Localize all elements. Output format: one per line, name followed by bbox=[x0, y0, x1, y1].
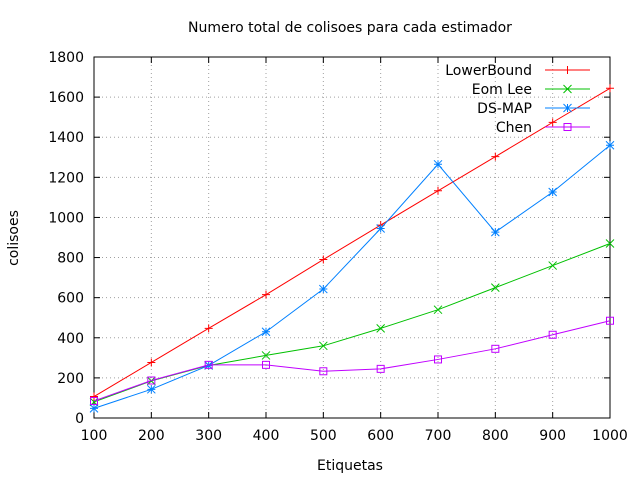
x-tick-label: 200 bbox=[138, 428, 165, 444]
y-axis-ticks: 0 200 400 600 800 1000 1200 1400 1600 1800 bbox=[48, 50, 610, 427]
y-tick-label: 800 bbox=[57, 251, 84, 267]
data-point bbox=[548, 118, 557, 127]
data-point bbox=[376, 323, 386, 333]
y-tick-label: 1800 bbox=[48, 50, 84, 66]
data-point bbox=[147, 376, 156, 385]
data-point bbox=[318, 284, 328, 294]
data-point bbox=[605, 239, 615, 248]
y-tick-label: 400 bbox=[57, 331, 84, 347]
x-axis-label: Etiquetas bbox=[317, 458, 383, 474]
y-tick-label: 1400 bbox=[48, 130, 84, 146]
data-point bbox=[605, 140, 615, 150]
data-point bbox=[90, 392, 98, 401]
data-point bbox=[204, 324, 213, 333]
data-point bbox=[491, 344, 500, 353]
series-chen bbox=[90, 316, 614, 405]
x-tick-label: 100 bbox=[81, 428, 108, 444]
data-point bbox=[548, 261, 558, 270]
x-tick-label: 500 bbox=[310, 428, 337, 444]
y-axis-label: colisoes bbox=[6, 210, 22, 266]
x-tick-label: 700 bbox=[425, 428, 452, 444]
legend-marker bbox=[563, 103, 572, 113]
series-lowerbound bbox=[90, 84, 614, 401]
plot-border bbox=[93, 56, 611, 419]
legend-entry: LowerBound bbox=[445, 63, 590, 79]
data-point bbox=[606, 84, 614, 93]
data-point bbox=[434, 186, 442, 195]
x-tick-label: 800 bbox=[482, 428, 509, 444]
data-point bbox=[262, 360, 270, 369]
data-point bbox=[490, 283, 500, 292]
grid bbox=[94, 57, 610, 418]
x-tick-label: 300 bbox=[195, 428, 222, 444]
data-series bbox=[89, 84, 615, 413]
data-point bbox=[606, 316, 614, 325]
data-point bbox=[434, 355, 442, 364]
legend-entry: Eom Lee bbox=[472, 82, 590, 98]
legend-label: LowerBound bbox=[445, 63, 532, 79]
series-line bbox=[93, 320, 611, 402]
x-tick-label: 400 bbox=[253, 428, 280, 444]
data-point bbox=[146, 384, 156, 394]
data-point bbox=[491, 152, 500, 161]
data-point bbox=[147, 358, 156, 367]
plot-frame bbox=[93, 56, 611, 419]
data-point bbox=[548, 330, 557, 339]
data-point bbox=[261, 327, 271, 337]
data-point bbox=[376, 224, 386, 233]
x-axis-ticks: 100 200 300 400 500 600 700 800 900 1000 bbox=[81, 57, 628, 444]
y-tick-label: 600 bbox=[57, 291, 84, 307]
data-point bbox=[90, 396, 98, 405]
y-tick-label: 200 bbox=[57, 371, 84, 387]
series-line bbox=[93, 144, 611, 409]
x-tick-label: 900 bbox=[539, 428, 566, 444]
data-point bbox=[319, 255, 328, 264]
chart-title: Numero total de colisoes para cada estim… bbox=[188, 20, 512, 36]
legend-marker bbox=[563, 66, 572, 74]
y-tick-label: 0 bbox=[75, 411, 84, 427]
legend-marker bbox=[563, 123, 572, 131]
data-point bbox=[89, 404, 99, 413]
data-point bbox=[319, 367, 328, 376]
legend-marker bbox=[563, 84, 572, 94]
y-tick-label: 1000 bbox=[48, 210, 84, 226]
data-point bbox=[433, 305, 443, 315]
legend-entry: Chen bbox=[496, 120, 590, 136]
data-point bbox=[490, 227, 500, 237]
data-point bbox=[204, 360, 213, 369]
legend-label: DS-MAP bbox=[477, 101, 532, 117]
x-tick-label: 1000 bbox=[592, 428, 628, 444]
data-point bbox=[318, 341, 328, 351]
legend-label: Chen bbox=[496, 120, 532, 136]
data-point bbox=[262, 290, 270, 299]
y-tick-label: 1600 bbox=[48, 90, 84, 106]
legend-entry: DS-MAP bbox=[477, 101, 590, 117]
x-tick-label: 600 bbox=[367, 428, 394, 444]
y-tick-label: 1200 bbox=[48, 170, 84, 186]
data-point bbox=[261, 351, 271, 360]
series-ds-map bbox=[89, 140, 615, 413]
legend-label: Eom Lee bbox=[472, 82, 532, 98]
legend: LowerBound Eom Lee DS-MAP Chen bbox=[445, 63, 590, 136]
data-point bbox=[376, 364, 385, 373]
series-line bbox=[93, 243, 611, 403]
data-point bbox=[433, 159, 443, 169]
series-eom-lee bbox=[89, 239, 615, 407]
data-point bbox=[204, 361, 214, 370]
data-point bbox=[548, 187, 558, 197]
series-line bbox=[93, 87, 611, 397]
